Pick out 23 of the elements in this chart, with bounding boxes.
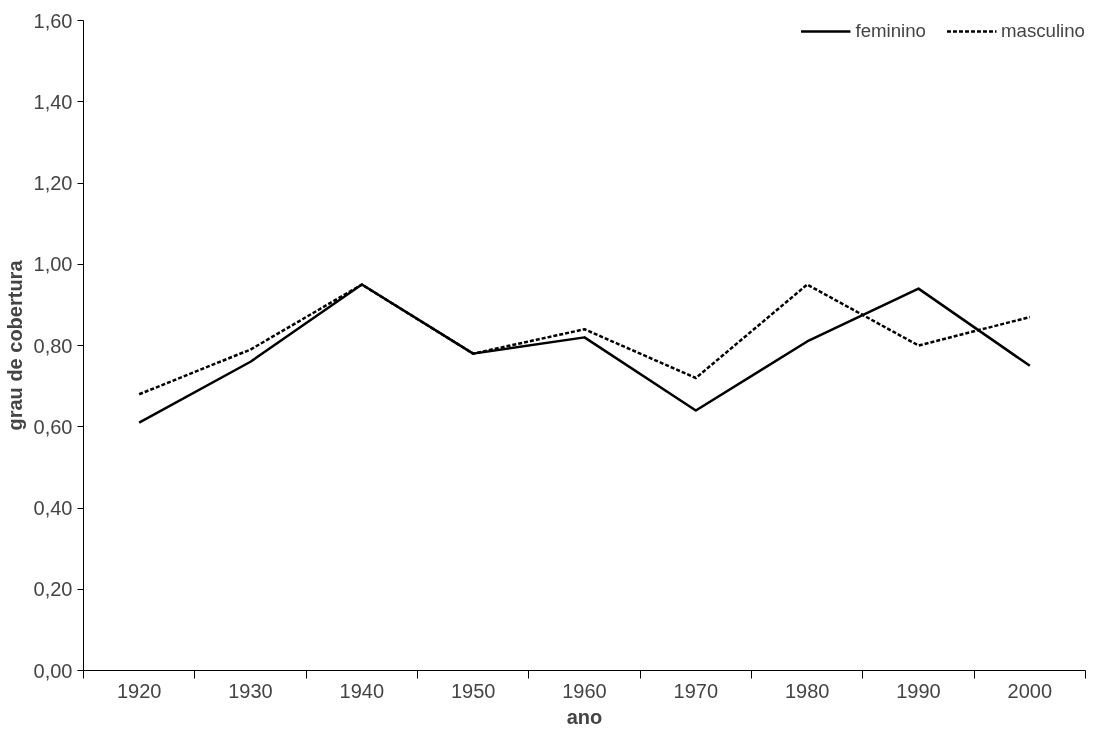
x-tick-label: 1990 — [896, 679, 941, 702]
y-tick-label: 1,00 — [33, 253, 73, 276]
y-tick-label: 1,60 — [33, 9, 73, 32]
x-axis-title: ano — [566, 705, 603, 728]
x-tick-label: 1940 — [339, 679, 385, 702]
x-tick-label: 1980 — [784, 679, 830, 702]
legend-label: feminino — [855, 20, 926, 42]
y-tick-label: 1,40 — [33, 90, 73, 113]
y-tick-label: 0,80 — [33, 334, 73, 357]
x-tick-label: 1920 — [116, 679, 162, 702]
y-tick-label: 0,60 — [33, 415, 73, 438]
line-series — [137, 283, 1032, 424]
y-tick-label: 0,40 — [33, 497, 73, 519]
x-tick-label: 1970 — [673, 679, 719, 702]
legend-label: masculino — [1001, 20, 1085, 42]
y-tick-label: 0,20 — [33, 578, 73, 601]
y-tick-label: 1,20 — [33, 172, 73, 194]
x-tick-label: 2000 — [1007, 679, 1053, 702]
x-tick-label: 1930 — [228, 679, 273, 702]
x-tick-label: 1950 — [450, 679, 496, 702]
y-tick-label: 0,00 — [33, 659, 73, 682]
y-axis-title: grau de cobertura — [3, 259, 26, 431]
x-tick-label: 1960 — [562, 679, 607, 702]
